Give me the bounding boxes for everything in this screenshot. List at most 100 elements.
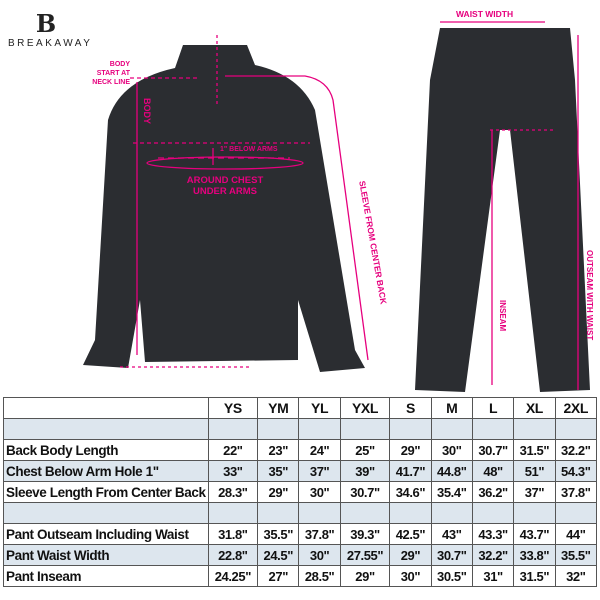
garment-illustration — [83, 21, 590, 392]
table-row — [3, 418, 598, 440]
inseam-annotation: INSEAM — [498, 300, 507, 332]
measurement-cell: 29" — [339, 565, 391, 587]
measurement-cell — [339, 418, 391, 440]
measurement-cell: 51" — [513, 460, 556, 482]
body-start-annotation: BODY START AT NECK LINE — [88, 60, 130, 87]
measurement-cell: 41.7" — [389, 460, 432, 482]
measurement-cell: 43.3" — [471, 523, 515, 545]
measurement-cell — [339, 502, 391, 524]
table-row: Pant Waist Width 22.8" 24.5" 30" 27.55" 29" 30… — [3, 544, 598, 566]
measurement-cell: 30" — [430, 439, 473, 461]
measurement-cell: 35" — [257, 460, 300, 482]
row-label: Pant Waist Width — [3, 544, 209, 566]
body-annotation: BODY — [142, 98, 152, 125]
measurement-cell: 28.3" — [207, 481, 259, 503]
measurement-cell: 44" — [554, 523, 598, 545]
annotation-line: UNDER ARMS — [192, 186, 258, 197]
measurement-cell — [513, 418, 556, 440]
measurement-cell: 37.8" — [554, 481, 598, 503]
row-label: Pant Inseam — [3, 565, 209, 587]
annotation-line: AROUND CHEST — [186, 175, 264, 186]
measurement-cell: 27.55" — [339, 544, 391, 566]
size-header: YL — [298, 397, 341, 419]
size-header: L — [471, 397, 515, 419]
measurement-cell: 31" — [471, 565, 515, 587]
measurement-cell: 30" — [389, 565, 432, 587]
table-row: Pant Outseam Including Waist 31.8" 35.5" 37… — [3, 523, 598, 545]
measurement-cell — [298, 502, 341, 524]
measurement-cell: 39" — [339, 460, 391, 482]
outseam-annotation: OUTSEAM WITH WAIST — [585, 250, 594, 341]
jacket-shape — [83, 45, 365, 372]
measurement-cell — [471, 418, 515, 440]
measurement-cell — [471, 502, 515, 524]
table-row: Sleeve Length From Center Back 28.3" 29" 30… — [3, 481, 598, 503]
measurement-cell: 29" — [389, 544, 432, 566]
measurement-cell: 48" — [471, 460, 515, 482]
measurement-cell: 25" — [339, 439, 391, 461]
measurement-cell: 31.8" — [207, 523, 259, 545]
pants-shape — [415, 28, 590, 392]
measurement-cell: 37.8" — [298, 523, 341, 545]
measurement-cell: 29" — [389, 439, 432, 461]
measurement-cell: 31.5" — [513, 565, 556, 587]
measurement-cell: 32" — [554, 565, 598, 587]
annotation-line: NECK LINE — [92, 79, 130, 86]
table-row — [3, 502, 598, 524]
measurement-cell: 43.7" — [513, 523, 556, 545]
measurement-cell: 39.3" — [339, 523, 391, 545]
measurement-cell: 30" — [298, 544, 341, 566]
size-header: 2XL — [554, 397, 598, 419]
brand-logo: B BREAKAWAY — [8, 9, 93, 50]
measurement-cell: 24" — [298, 439, 341, 461]
measurement-cell — [389, 418, 432, 440]
table-row: Pant Inseam 24.25" 27" 28.5" 29" 30" 30.5" 31" 3… — [3, 565, 598, 587]
measurement-cell: 24.25" — [207, 565, 259, 587]
measurement-cell: 31.5" — [513, 439, 556, 461]
size-header: YM — [257, 397, 300, 419]
measurement-cell: 54.3" — [554, 460, 598, 482]
size-header: S — [389, 397, 432, 419]
row-label: Chest Below Arm Hole 1" — [3, 460, 209, 482]
measurement-cell: 35.5" — [554, 544, 598, 566]
logo-mark: B — [35, 9, 57, 38]
measurement-cell: 37" — [298, 460, 341, 482]
measurement-cell: 29" — [257, 481, 300, 503]
measurement-cell: 42.5" — [389, 523, 432, 545]
row-label — [3, 502, 209, 524]
size-header-row: YS YM YL YXL S M L XL 2XL — [3, 397, 598, 419]
size-header: XL — [513, 397, 556, 419]
annotation-line: START AT — [96, 70, 130, 77]
measurement-cell: 27" — [257, 565, 300, 587]
measurement-cell: 32.2" — [554, 439, 598, 461]
measurement-cell: 28.5" — [298, 565, 341, 587]
measurement-cell — [430, 502, 473, 524]
measurement-cell: 37" — [513, 481, 556, 503]
measurement-cell: 30" — [298, 481, 341, 503]
measurement-cell — [207, 418, 259, 440]
measurement-cell: 22" — [207, 439, 259, 461]
measurement-cell — [430, 418, 473, 440]
measurement-cell — [298, 418, 341, 440]
size-header: YS — [207, 397, 259, 419]
measurement-cell — [389, 502, 432, 524]
measurement-cell — [207, 502, 259, 524]
measurement-cell: 24.5" — [257, 544, 300, 566]
measurement-cell: 30.5" — [430, 565, 473, 587]
size-header: M — [430, 397, 473, 419]
measurement-cell: 30.7" — [471, 439, 515, 461]
row-label: Back Body Length — [3, 439, 209, 461]
header-corner — [3, 397, 209, 419]
measurement-cell: 23" — [257, 439, 300, 461]
waist-annotation: WAIST WIDTH — [452, 9, 518, 19]
measurement-cell — [554, 502, 598, 524]
brand-name: BREAKAWAY — [8, 38, 93, 49]
row-label — [3, 418, 209, 440]
size-header: YXL — [339, 397, 391, 419]
measurement-cell: 33" — [207, 460, 259, 482]
annotation-line: BODY — [109, 61, 130, 68]
table-row: Back Body Length 22" 23" 24" 25" 29" 30" 30.7" 3… — [3, 439, 598, 461]
below-arms-annotation: 1" BELOW ARMS — [220, 146, 278, 153]
measurement-cell: 35.5" — [257, 523, 300, 545]
measurement-cell: 34.6" — [389, 481, 432, 503]
